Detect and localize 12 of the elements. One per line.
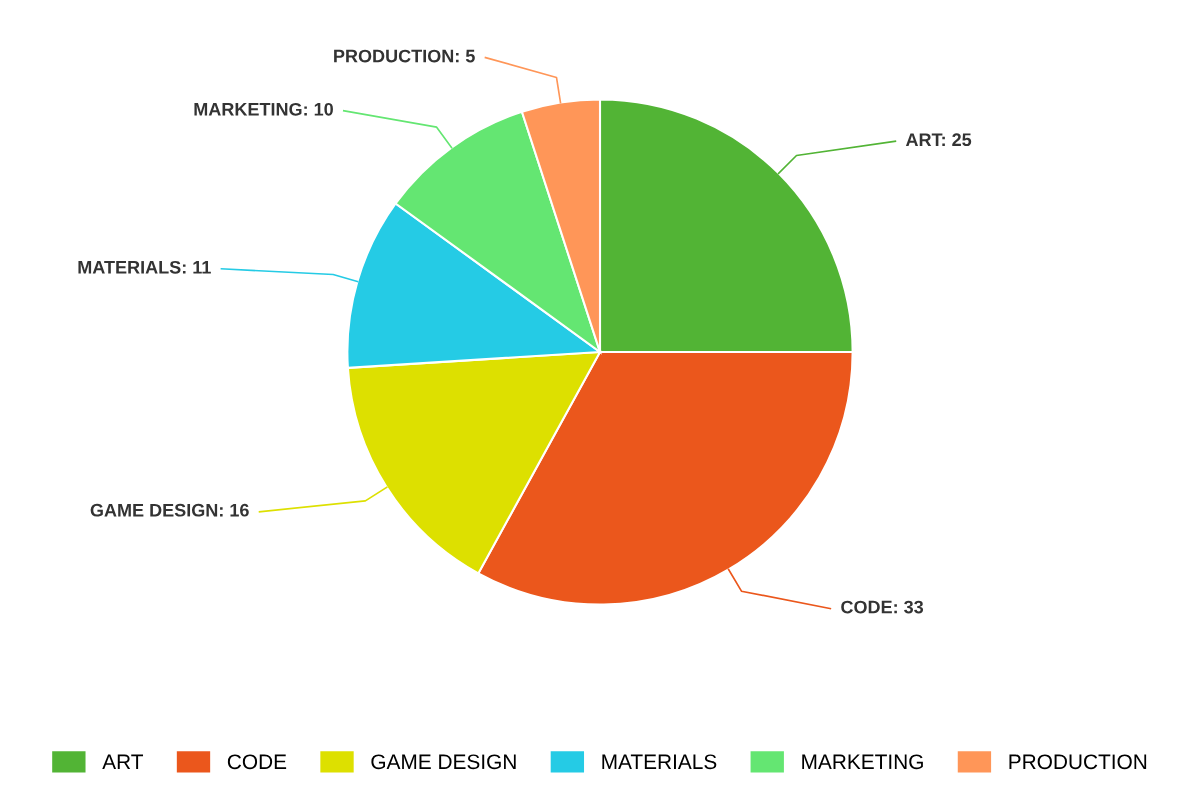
data-label: ART: 25 (905, 133, 972, 147)
data-label: MARKETING: 10 (194, 102, 333, 116)
data-label: MATERIALS: 11 (78, 260, 211, 274)
legend-label: ART (102, 754, 144, 769)
legend-label: CODE (227, 754, 287, 770)
legend-label: PRODUCTION (1009, 754, 1147, 770)
data-label: PRODUCTION: 5 (334, 49, 475, 63)
legend-label: MARKETING (802, 754, 923, 770)
data-label: GAME DESIGN: 16 (90, 503, 249, 517)
legend-label: MATERIALS (602, 754, 717, 770)
data-label: CODE: 33 (841, 600, 924, 614)
legend-label: GAME DESIGN (371, 754, 516, 770)
